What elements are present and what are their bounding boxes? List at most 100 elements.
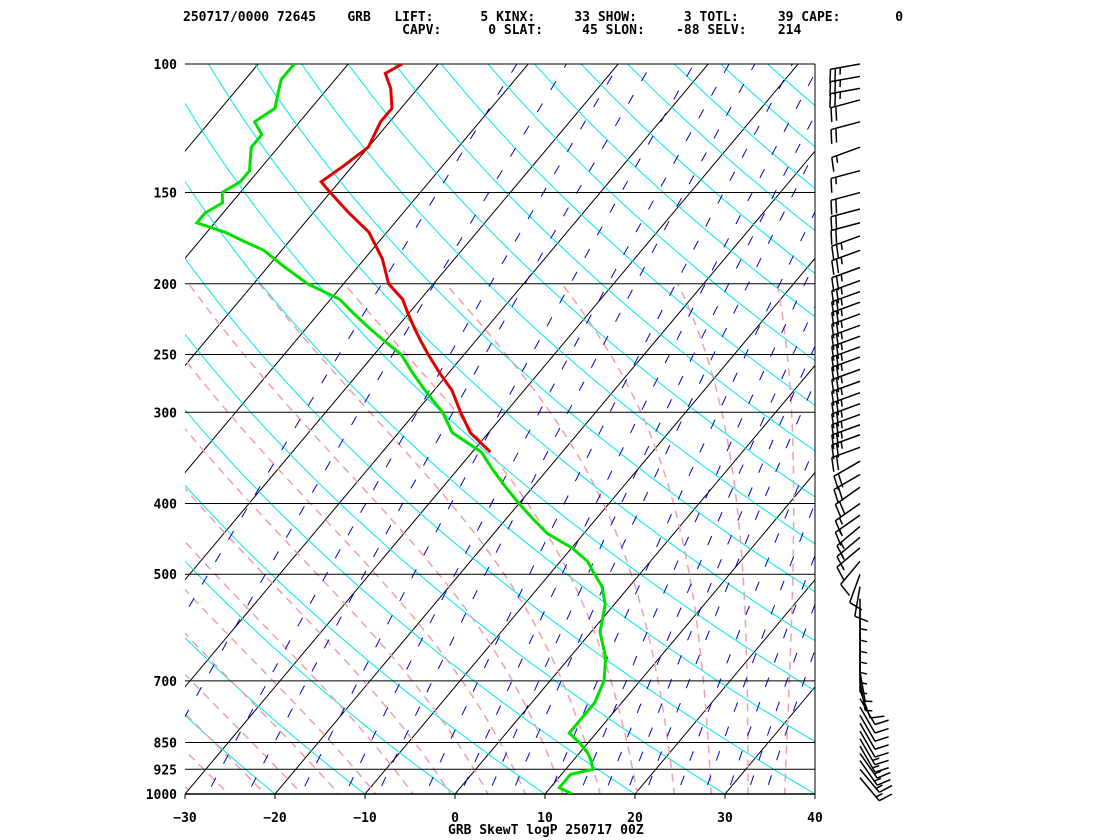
mixing-ratio-line bbox=[487, 114, 815, 794]
wind-barb bbox=[859, 698, 889, 726]
wind-barb bbox=[831, 356, 861, 382]
wind-barb bbox=[831, 235, 861, 261]
isotherm-line bbox=[0, 48, 182, 810]
wind-barb bbox=[831, 324, 861, 350]
pressure-tick-labels: 100 150 200 250 300 400 500 700 850 925 1000 bbox=[146, 58, 177, 803]
temperature-tick-label: −30 bbox=[173, 811, 197, 826]
mixing-ratio-line bbox=[511, 150, 815, 794]
wind-barb bbox=[830, 191, 861, 215]
dewpoint-profile bbox=[194, 64, 608, 794]
wind-barb bbox=[831, 413, 861, 439]
mixing-ratio-line bbox=[300, 64, 695, 794]
moist-adiabat-line bbox=[561, 283, 713, 794]
wind-barb bbox=[831, 249, 861, 275]
wind-barb bbox=[859, 714, 889, 742]
wind-barb bbox=[831, 424, 861, 450]
dry-adiabat-line bbox=[185, 102, 815, 692]
wind-barb bbox=[830, 222, 861, 245]
isotherm-line bbox=[185, 64, 349, 260]
dry-adiabat-line bbox=[185, 180, 815, 743]
wind-barb bbox=[859, 777, 893, 802]
dry-adiabat-line bbox=[394, 64, 815, 452]
temperature-tick-label: 10 bbox=[537, 811, 553, 826]
moist-adiabat-line bbox=[185, 632, 340, 794]
wind-barb bbox=[831, 290, 861, 317]
isotherm-line bbox=[185, 64, 439, 367]
mixing-ratio-line bbox=[579, 261, 815, 794]
dry-adiabat-line bbox=[440, 64, 815, 406]
moist-adiabat-line bbox=[185, 427, 489, 794]
wind-barb bbox=[831, 335, 861, 361]
wind-barb bbox=[831, 380, 861, 406]
isotherm-line bbox=[274, 150, 815, 794]
wind-barb bbox=[831, 266, 861, 293]
wind-barb bbox=[859, 610, 868, 643]
mixing-ratio-line bbox=[206, 64, 620, 794]
wind-barb bbox=[831, 146, 861, 172]
chart-title: GRB SkewT logP 250717 00Z bbox=[448, 823, 644, 838]
isotherm-line bbox=[185, 64, 529, 474]
isotherm-line bbox=[544, 471, 815, 794]
pressure-tick-label: 925 bbox=[154, 763, 177, 778]
mixing-ratio-line bbox=[746, 602, 815, 794]
dry-adiabat-line bbox=[185, 333, 726, 794]
wind-barb bbox=[840, 560, 861, 597]
wind-barb bbox=[830, 121, 861, 144]
wind-barb bbox=[831, 391, 861, 418]
moist-adiabat-line bbox=[776, 283, 795, 794]
pressure-tick-label: 500 bbox=[154, 568, 178, 583]
isotherm-line bbox=[185, 64, 799, 794]
wind-barb bbox=[859, 722, 889, 750]
temperature-tick-label: 20 bbox=[627, 811, 643, 826]
wind-barb bbox=[859, 671, 873, 703]
pressure-tick-label: 100 bbox=[154, 58, 178, 73]
dry-adiabat-line bbox=[627, 64, 815, 232]
mixing-ratio-line bbox=[625, 344, 815, 794]
isotherm-line bbox=[185, 64, 259, 152]
header-line-1: 250717/0000 72645 GRB LIFT: 5 KINX: 33 S… bbox=[183, 10, 904, 25]
dry-adiabat-line bbox=[254, 64, 815, 593]
dry-adiabat-line bbox=[185, 409, 636, 794]
temperature-tick-label: 40 bbox=[807, 811, 823, 826]
wind-barb bbox=[830, 169, 861, 193]
mixing-ratio-line bbox=[377, 64, 756, 794]
moist-adiabat-line bbox=[185, 588, 377, 794]
wind-barb bbox=[859, 706, 889, 734]
moist-adiabat-line bbox=[185, 358, 527, 794]
wind-barb bbox=[859, 760, 891, 786]
wind-barb bbox=[859, 738, 889, 766]
isotherm-line bbox=[0, 48, 2, 810]
sounding-profiles bbox=[194, 64, 608, 794]
wind-barbs bbox=[829, 63, 893, 802]
dry-adiabat-line bbox=[813, 64, 815, 66]
wind-barb bbox=[859, 621, 868, 654]
dry-adiabat-line bbox=[673, 64, 815, 190]
isotherm-line bbox=[0, 48, 92, 810]
dry-adiabat-line bbox=[534, 64, 815, 318]
mixing-ratio-line bbox=[726, 554, 815, 794]
mixing-ratio-line bbox=[549, 210, 815, 794]
mixing-ratio-line bbox=[676, 445, 815, 794]
wind-barb bbox=[830, 99, 861, 123]
dry-adiabat-line bbox=[185, 560, 456, 794]
wind-barb bbox=[831, 313, 861, 339]
wind-barb bbox=[859, 598, 868, 631]
moist-adiabat-line bbox=[0, 284, 172, 810]
isotherm-line bbox=[185, 64, 619, 581]
mixing-ratio-line bbox=[764, 648, 815, 794]
header-line-2: CAPV: 0 SLAT: 45 SLON: -88 SELV: 214 bbox=[183, 23, 802, 38]
pressure-tick-label: 400 bbox=[154, 498, 178, 513]
temperature-profile bbox=[319, 64, 492, 454]
isotherm-line bbox=[185, 64, 709, 688]
mixing-ratio-line bbox=[644, 381, 815, 794]
moist-adiabat-line bbox=[185, 540, 415, 794]
isobars bbox=[185, 63, 816, 795]
pressure-tick-label: 250 bbox=[154, 348, 178, 363]
temperature-tick-labels: −30 −20 −10 0 10 20 30 40 bbox=[173, 794, 823, 826]
temperature-tick-label: 0 bbox=[451, 811, 459, 826]
isotherm-line bbox=[364, 257, 815, 794]
mixing-ratio-line bbox=[185, 64, 567, 718]
moist-adiabat-line bbox=[185, 673, 303, 794]
wind-barb bbox=[859, 768, 893, 793]
